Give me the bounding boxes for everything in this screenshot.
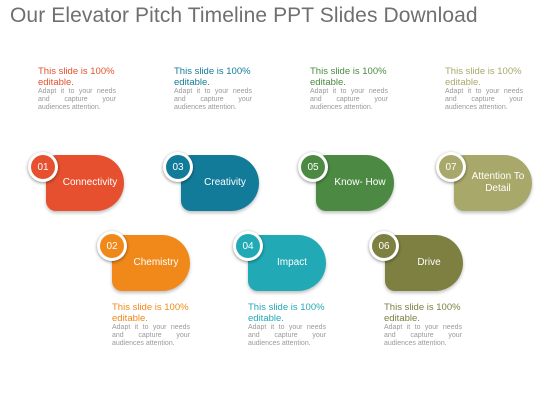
- step-05-number: 05: [301, 155, 325, 179]
- step-01-body: Adapt it to your needs and capture your …: [38, 88, 116, 111]
- step-07-badge: 07: [436, 152, 466, 182]
- step-02-body: Adapt it to your needs and capture your …: [112, 324, 190, 347]
- slide-title: Our Elevator Pitch Timeline PPT Slides D…: [10, 4, 478, 27]
- step-05-body: Adapt it to your needs and capture your …: [310, 88, 388, 111]
- step-03-headline: This slide is 100% editable.: [174, 66, 251, 88]
- step-01-label: Connectivity: [62, 177, 118, 188]
- step-07-number: 07: [439, 155, 463, 179]
- step-06-badge: 06: [369, 231, 399, 261]
- step-02-description: This slide is 100% editable. Adapt it to…: [112, 302, 190, 348]
- step-04-headline: This slide is 100% editable.: [248, 302, 325, 324]
- step-04-shape: Impact: [248, 235, 326, 291]
- step-05-badge: 05: [298, 152, 328, 182]
- step-07-body: Adapt it to your needs and capture your …: [445, 88, 523, 111]
- step-06-number: 06: [372, 234, 396, 258]
- step-02-headline: This slide is 100% editable.: [112, 302, 189, 324]
- step-06-description: This slide is 100% editable. Adapt it to…: [384, 302, 462, 348]
- step-07-shape: Attention To Detail: [454, 155, 532, 211]
- step-05-headline: This slide is 100% editable.: [310, 66, 387, 88]
- step-07-headline: This slide is 100% editable.: [445, 66, 522, 88]
- step-04-badge: 04: [233, 231, 263, 261]
- step-03-shape: Creativity: [181, 155, 259, 211]
- step-05-shape: Know- How: [316, 155, 394, 211]
- step-07-label: Attention To Detail: [471, 171, 525, 194]
- step-03-badge: 03: [163, 152, 193, 182]
- step-04-label: Impact: [276, 257, 307, 268]
- step-02-number: 02: [100, 234, 124, 258]
- step-02-badge: 02: [97, 231, 127, 261]
- step-05-label: Know- How: [334, 177, 386, 188]
- step-01-shape: Connectivity: [46, 155, 124, 211]
- step-04-description: This slide is 100% editable. Adapt it to…: [248, 302, 326, 348]
- step-04-body: Adapt it to your needs and capture your …: [248, 324, 326, 347]
- step-03-description: This slide is 100% editable. Adapt it to…: [174, 66, 252, 112]
- step-04-number: 04: [236, 234, 260, 258]
- step-06-headline: This slide is 100% editable.: [384, 302, 461, 324]
- step-01-description: This slide is 100% editable. Adapt it to…: [38, 66, 116, 112]
- step-02-label: Chemistry: [133, 257, 179, 268]
- step-05-description: This slide is 100% editable. Adapt it to…: [310, 66, 388, 112]
- step-06-label: Drive: [417, 257, 441, 268]
- step-03-number: 03: [166, 155, 190, 179]
- step-07-description: This slide is 100% editable. Adapt it to…: [445, 66, 523, 112]
- step-01-number: 01: [31, 155, 55, 179]
- step-01-badge: 01: [28, 152, 58, 182]
- step-03-label: Creativity: [204, 177, 246, 188]
- step-01-headline: This slide is 100% editable.: [38, 66, 115, 88]
- step-03-body: Adapt it to your needs and capture your …: [174, 88, 252, 111]
- step-06-body: Adapt it to your needs and capture your …: [384, 324, 462, 347]
